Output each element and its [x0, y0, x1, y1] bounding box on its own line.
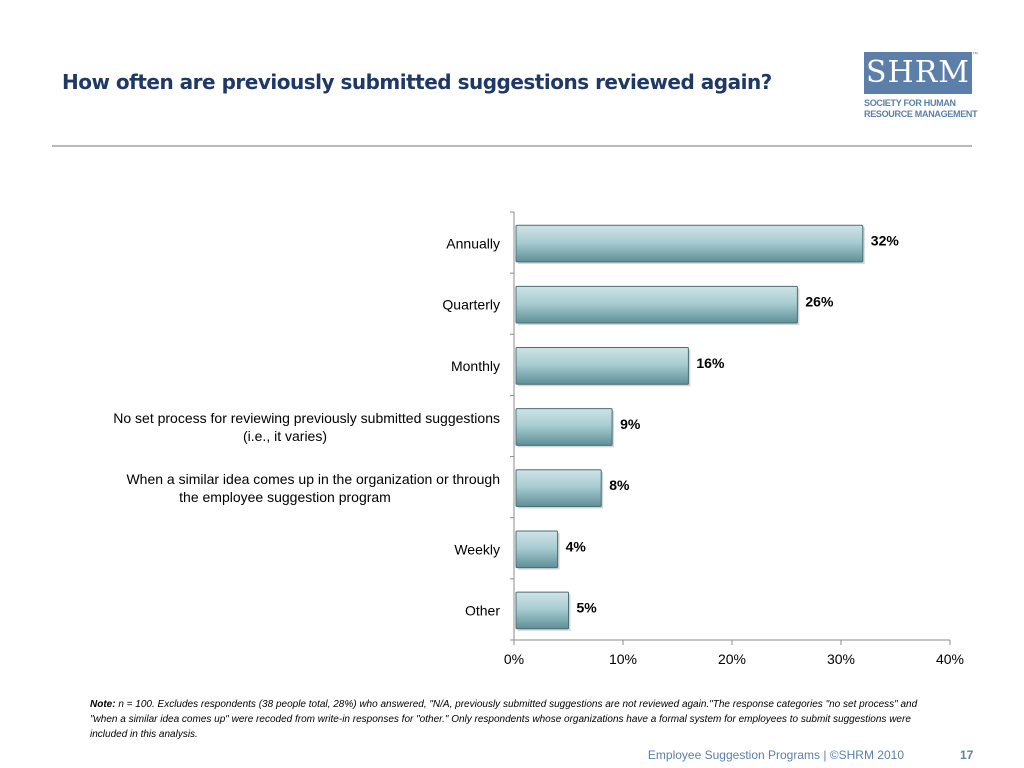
data-label: 32%	[871, 233, 900, 249]
data-label: 8%	[609, 477, 630, 493]
data-label: 4%	[566, 538, 587, 554]
bar	[515, 347, 689, 385]
slide-title: How often are previously submitted sugge…	[62, 70, 772, 94]
footer-text: Employee Suggestion Programs | ©SHRM 201…	[647, 748, 904, 762]
bar	[515, 591, 569, 630]
data-label: 16%	[696, 355, 725, 371]
bar-chart: 0% 10% 20% 30% 40% 32% Annually 26% Quarterly 16%…	[113, 211, 964, 667]
category-label-line: Quarterly	[442, 297, 500, 313]
shrm-logo-tm: ™	[972, 52, 978, 58]
footnote-label: Note:	[90, 699, 116, 710]
x-tick-label: 0%	[504, 651, 524, 667]
page-number: 17	[960, 748, 974, 762]
category-label: Monthly	[451, 358, 500, 374]
category-label-line: the employee suggestion program	[179, 489, 391, 505]
bar	[515, 530, 559, 569]
category-label: Weekly	[454, 541, 500, 557]
footnote: Note: n = 100. Excludes respondents (38 …	[90, 697, 920, 742]
category-label: Annually	[446, 236, 500, 252]
category-label: Other	[465, 602, 500, 618]
category-label-line: When a similar idea comes up in the orga…	[126, 471, 500, 487]
bar	[515, 469, 602, 507]
category-label-line: Annually	[446, 236, 500, 252]
category-label: When a similar idea comes up in the orga…	[126, 471, 500, 505]
category-label: No set process for reviewing previously …	[113, 410, 500, 444]
data-label: 26%	[805, 294, 834, 310]
x-tick-label: 30%	[827, 651, 855, 667]
data-label: 5%	[577, 599, 598, 615]
x-tick-label: 40%	[936, 651, 964, 667]
x-tick-label: 10%	[609, 651, 637, 667]
bar	[515, 285, 798, 324]
category-label-line: No set process for reviewing previously …	[113, 410, 500, 426]
data-label: 9%	[620, 416, 641, 432]
bar	[515, 408, 613, 446]
x-tick-label: 20%	[718, 651, 746, 667]
shrm-logo-mark: SHRM	[864, 52, 972, 94]
footnote-text: n = 100. Excludes respondents (38 people…	[90, 699, 918, 740]
bar	[515, 224, 864, 263]
category-label-line: (i.e., it varies)	[243, 428, 327, 444]
title-divider	[52, 145, 972, 147]
category-label: Quarterly	[442, 297, 500, 313]
shrm-logo-line2: RESOURCE MANAGEMENT	[864, 109, 978, 119]
category-label-line: Other	[465, 602, 500, 618]
shrm-logo: SHRM ™ SOCIETY FOR HUMAN RESOURCE MANAGE…	[864, 52, 978, 122]
shrm-logo-line1: SOCIETY FOR HUMAN	[864, 98, 956, 108]
category-label-line: Monthly	[451, 358, 500, 374]
category-label-line: Weekly	[454, 541, 500, 557]
